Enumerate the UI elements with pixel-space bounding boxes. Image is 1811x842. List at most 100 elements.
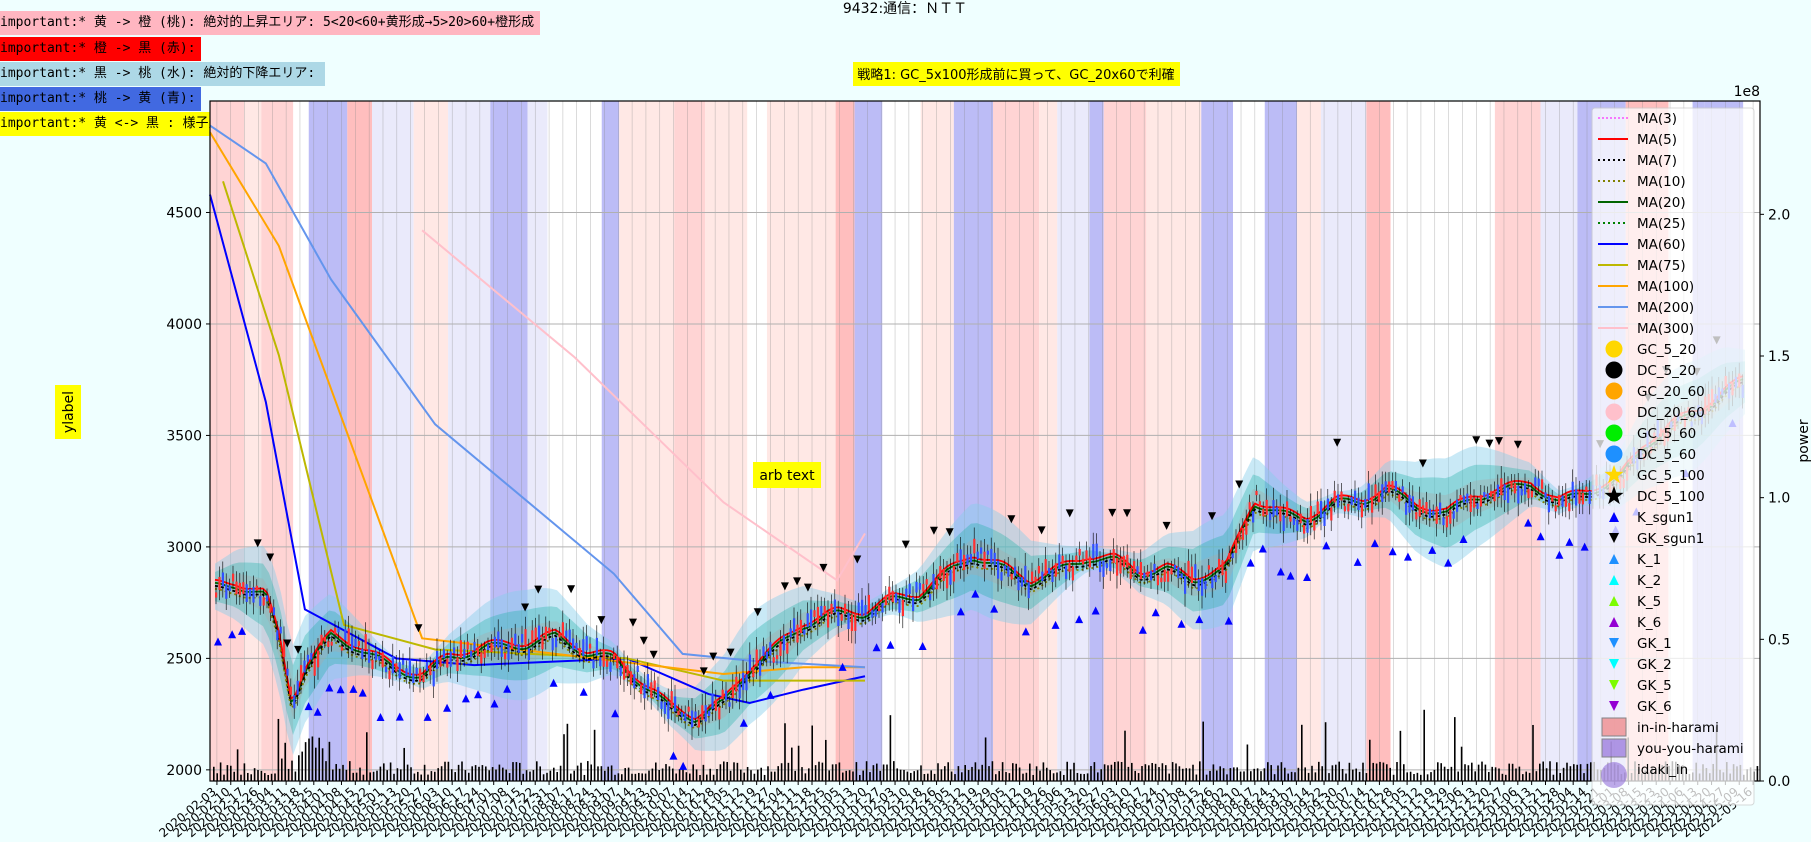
power-bar — [991, 761, 994, 781]
candle-body — [1085, 550, 1088, 561]
power-bar — [617, 773, 620, 781]
candle-body — [976, 551, 979, 559]
power-bar — [230, 765, 232, 781]
legend: MA(3) MA(5) MA(7) MA(10) MA(20) MA(25) MA(60) M… — [1591, 107, 1755, 806]
candle-body — [684, 713, 687, 721]
candle-body — [1058, 554, 1061, 570]
power-bar — [529, 771, 531, 781]
gk-sgun1-marker — [1108, 508, 1117, 517]
power-bar — [1552, 774, 1555, 781]
k-sgun1-marker — [1555, 550, 1564, 559]
candle-body — [929, 593, 932, 601]
power-bar — [546, 772, 548, 781]
ma-line — [209, 124, 866, 669]
candle-body — [650, 682, 653, 698]
power-bar — [512, 762, 514, 781]
bg-band — [244, 101, 262, 781]
candle-body — [861, 599, 864, 616]
power-bar — [298, 755, 300, 781]
power-bar — [893, 761, 895, 781]
candle-body — [623, 662, 626, 680]
chart-title: 9432:通信：ＮＴＴ — [843, 1, 967, 17]
candle-body — [677, 710, 680, 716]
candle-body — [1065, 565, 1068, 579]
power-bar — [1134, 770, 1136, 781]
power-bar — [916, 770, 919, 781]
candle-body — [983, 551, 986, 569]
power-bar — [1131, 762, 1133, 781]
candle-body — [946, 572, 949, 589]
annotation-bar: important:* 桃 -> 黄 (青): — [0, 87, 201, 111]
bg-band — [854, 101, 883, 781]
candle-body — [517, 643, 520, 653]
legend-label: MA(25) — [1637, 216, 1686, 232]
k-sgun1-marker — [313, 707, 322, 716]
candle-body — [1122, 555, 1125, 568]
power-bar — [1039, 770, 1041, 781]
power-bar — [536, 761, 538, 781]
gk-sgun1-marker — [597, 616, 606, 625]
power-bar — [1579, 764, 1582, 781]
candle-body — [378, 656, 381, 661]
power-bar — [1338, 761, 1340, 781]
candle-body — [1320, 500, 1323, 518]
candle-body — [1211, 576, 1214, 589]
power-bar — [389, 762, 392, 781]
power-bar — [940, 769, 943, 781]
candle-body — [1442, 517, 1445, 526]
candle-body — [803, 629, 806, 635]
candle-body — [745, 674, 748, 691]
candle-body — [340, 646, 343, 651]
candle-body — [1187, 560, 1190, 577]
candle-body — [419, 668, 422, 682]
power-bar — [719, 764, 722, 781]
power-bar — [318, 737, 320, 781]
power-bar — [549, 770, 552, 781]
power-bar — [767, 766, 769, 781]
k-sgun1-marker — [1151, 608, 1160, 617]
candle-body — [1575, 489, 1578, 506]
k-sgun1-marker — [423, 712, 432, 721]
candle-body — [1496, 484, 1499, 497]
candle-body — [1354, 490, 1357, 504]
power-bar — [1243, 771, 1245, 781]
candle-body — [609, 662, 612, 672]
power-bar — [886, 764, 888, 781]
power-bar — [610, 765, 613, 781]
legend-swatch — [1609, 512, 1619, 522]
gk-sgun1-marker — [1472, 436, 1481, 445]
candle-body — [310, 652, 313, 660]
power-bar — [1532, 724, 1534, 781]
legend-label: GC_20_60 — [1637, 384, 1705, 400]
legend-label: MA(60) — [1637, 237, 1686, 253]
power-bar — [396, 768, 399, 781]
candle-body — [493, 636, 496, 648]
bg-band — [1103, 101, 1147, 781]
k-sgun1-marker — [1388, 547, 1397, 556]
power-bar — [1352, 769, 1354, 781]
power-bar — [457, 764, 460, 781]
candle-body — [1109, 559, 1112, 572]
candle-body — [752, 667, 755, 678]
k-sgun1-marker — [443, 703, 452, 712]
power-bar — [1120, 761, 1123, 781]
y2-tick-label: 0.5 — [1768, 632, 1790, 648]
power-bar — [213, 766, 215, 781]
candle-body — [1129, 568, 1132, 580]
power-bar — [1199, 761, 1201, 781]
candle-body — [1364, 498, 1367, 508]
power-bar — [1059, 771, 1062, 781]
power-bar — [1263, 768, 1266, 781]
candle-body — [1435, 506, 1438, 524]
candle-body — [279, 626, 282, 634]
power-bar — [563, 734, 565, 781]
power-bar — [1399, 730, 1402, 781]
legend-label: GK_5 — [1637, 678, 1672, 694]
candle-body — [738, 684, 741, 699]
power-bar — [542, 774, 545, 781]
candle-body — [952, 565, 955, 582]
k-sgun1-marker — [1303, 572, 1312, 581]
power-bar — [1386, 764, 1388, 781]
y-tick-label: 3500 — [166, 428, 202, 444]
candle-body — [854, 613, 857, 631]
